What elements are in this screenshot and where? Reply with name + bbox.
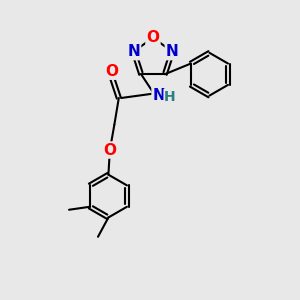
Text: N: N [166, 44, 178, 59]
Text: H: H [164, 89, 176, 103]
Text: O: O [105, 64, 118, 79]
Text: O: O [146, 30, 160, 45]
Text: N: N [153, 88, 165, 103]
Text: N: N [128, 44, 140, 59]
Text: O: O [103, 142, 116, 158]
